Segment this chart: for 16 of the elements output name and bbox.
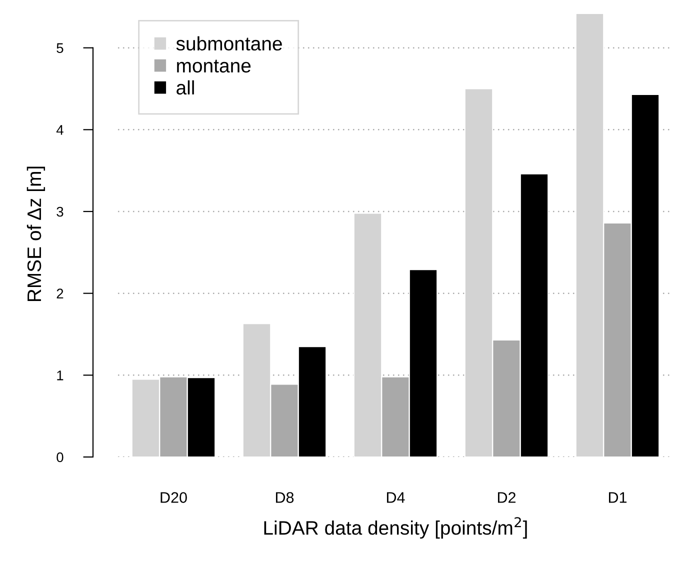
y-tick-label: 3 — [56, 206, 64, 217]
legend-label: all — [176, 80, 194, 95]
y-tick-label: 0 — [56, 452, 64, 462]
x-tick-label: D2 — [498, 492, 516, 503]
y-tick-label: 1 — [57, 370, 64, 380]
x-tick-label: D1 — [608, 492, 627, 503]
x-tick-label: D20 — [160, 492, 187, 503]
x-tick-label: D4 — [386, 492, 405, 503]
x-tick-label: D8 — [276, 492, 294, 503]
y-tick-label: 4 — [56, 125, 64, 135]
legend-label: montane — [177, 60, 251, 73]
y-tick-label: 2 — [56, 288, 64, 298]
x-axis-title: LiDAR data density [points/m$^{2}$] — [264, 517, 527, 539]
legend-label: submontane — [176, 36, 282, 51]
y-tick-label: 5 — [56, 43, 64, 53]
y-axis-title: RMSE of Δz [m] — [26, 166, 45, 302]
